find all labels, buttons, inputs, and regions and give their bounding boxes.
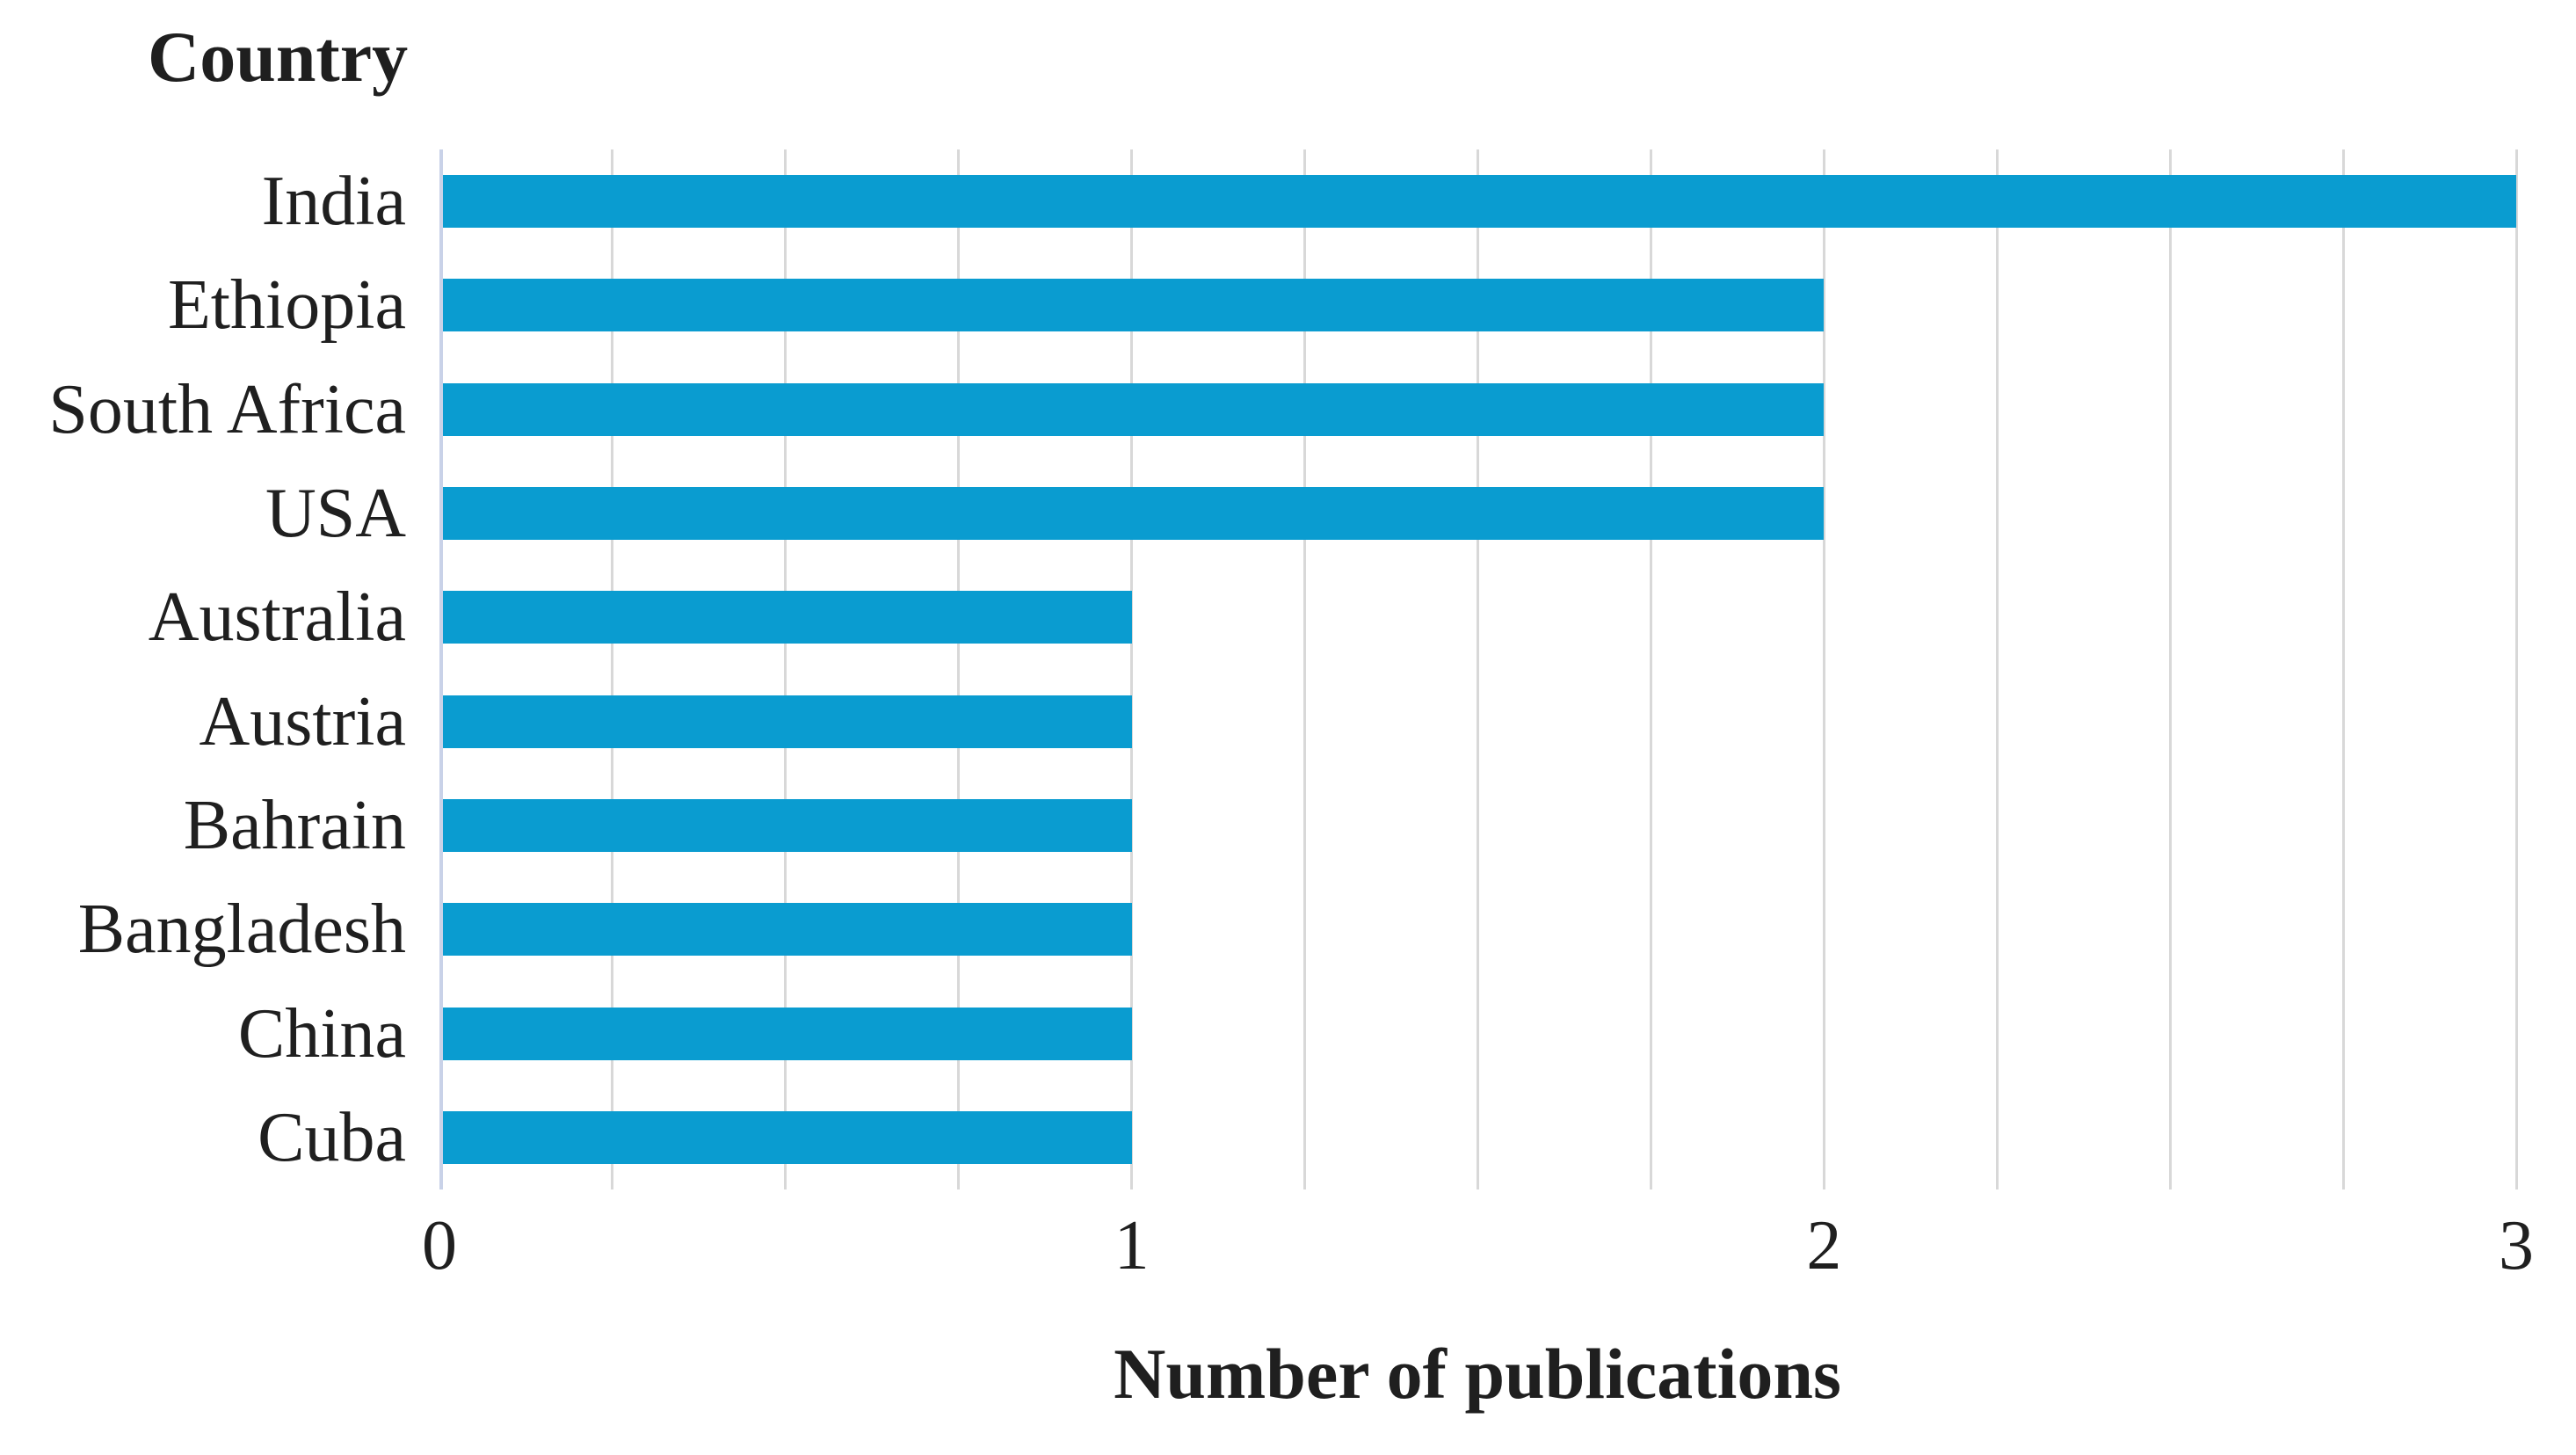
gridline bbox=[2168, 149, 2172, 1189]
category-label: Bahrain bbox=[183, 786, 406, 864]
y-axis-line bbox=[439, 149, 443, 1189]
gridline bbox=[1822, 149, 1825, 1189]
gridline bbox=[611, 149, 614, 1189]
category-label: India bbox=[261, 163, 406, 241]
gridline bbox=[1995, 149, 1999, 1189]
x-tick-label: 1 bbox=[1114, 1207, 1150, 1284]
x-tick-label: 3 bbox=[2499, 1207, 2534, 1284]
category-label: Austria bbox=[199, 682, 406, 760]
gridline bbox=[1649, 149, 1652, 1189]
gridline bbox=[1477, 149, 1479, 1189]
category-label: USA bbox=[265, 475, 406, 553]
gridline bbox=[2341, 149, 2345, 1189]
category-label: China bbox=[237, 994, 406, 1073]
x-axis-title: Number of publications bbox=[1114, 1334, 1841, 1414]
bar bbox=[443, 798, 1132, 852]
gridline bbox=[1303, 149, 1307, 1189]
category-label: Australia bbox=[148, 578, 406, 657]
gridline bbox=[957, 149, 961, 1189]
category-label: Bangladesh bbox=[77, 891, 406, 969]
bar bbox=[443, 279, 1825, 332]
x-tick-label: 2 bbox=[1806, 1207, 1842, 1284]
bar bbox=[443, 382, 1825, 436]
bar bbox=[443, 591, 1132, 644]
bar bbox=[443, 695, 1132, 748]
bar bbox=[443, 175, 2516, 229]
chart-title: Country bbox=[148, 17, 409, 97]
bar bbox=[443, 487, 1825, 541]
gridline bbox=[2514, 149, 2518, 1189]
gridline bbox=[784, 149, 787, 1189]
x-tick-label: 0 bbox=[422, 1207, 457, 1284]
category-label: South Africa bbox=[48, 370, 406, 448]
bar bbox=[443, 1007, 1132, 1060]
category-label: Cuba bbox=[258, 1098, 406, 1176]
category-label: Ethiopia bbox=[167, 266, 406, 345]
bar bbox=[443, 903, 1132, 957]
bar bbox=[443, 1110, 1132, 1164]
gridline bbox=[1130, 149, 1134, 1189]
